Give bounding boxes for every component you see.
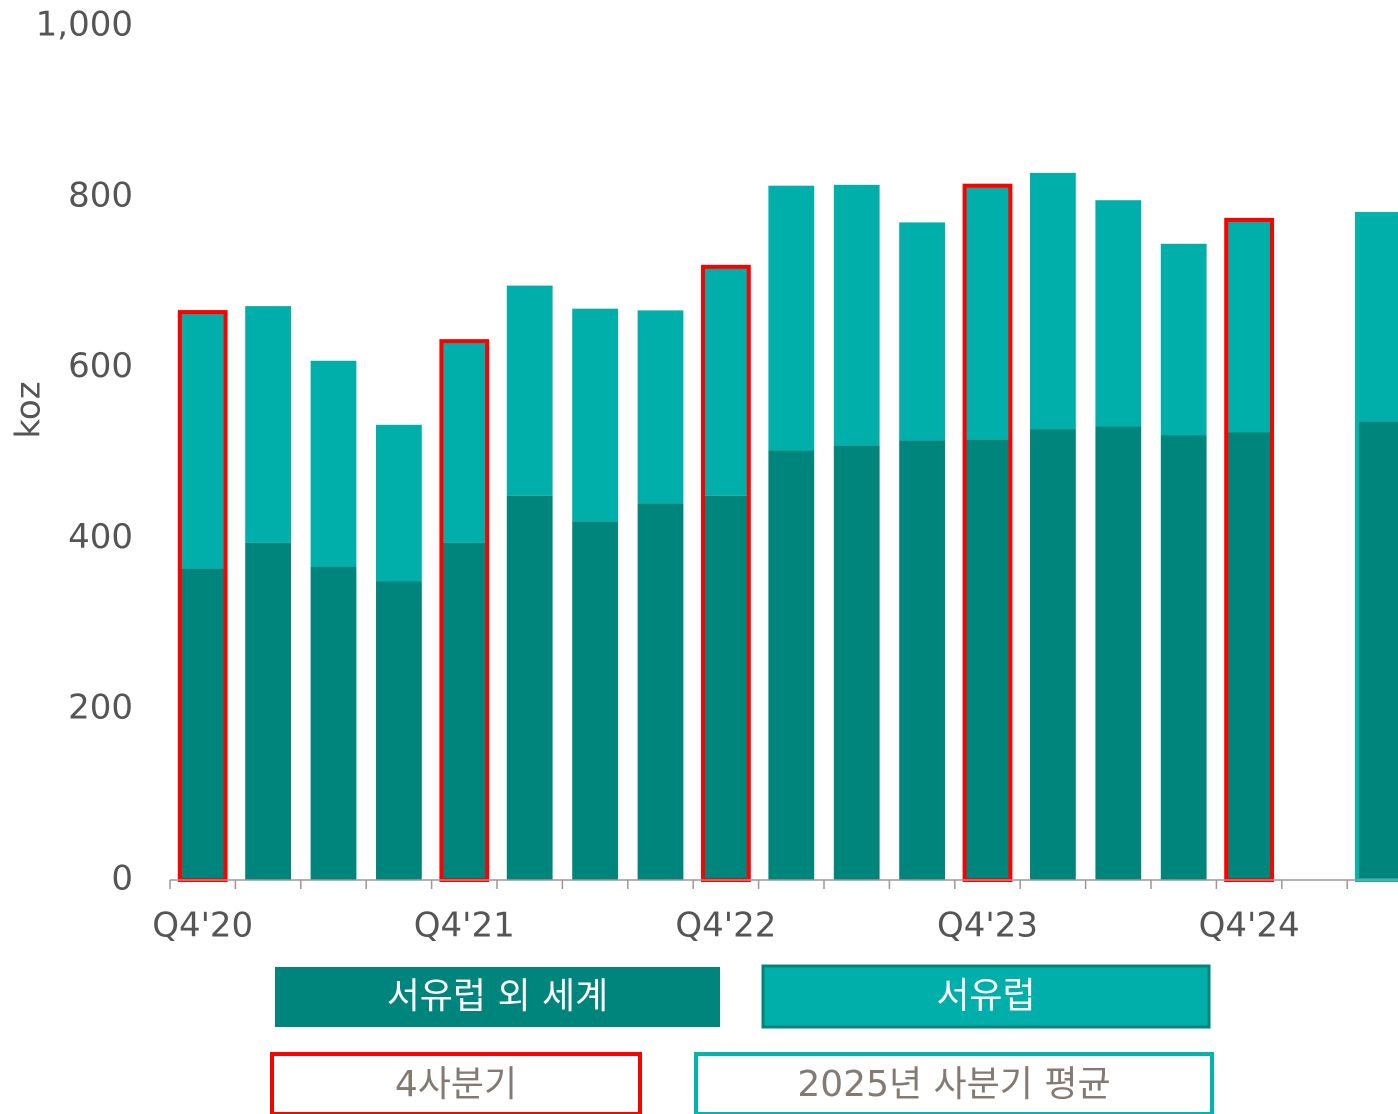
bar-segment — [833, 184, 880, 446]
y-axis-label: koz — [9, 381, 49, 438]
bar-segment — [768, 450, 815, 880]
bar-segment — [376, 581, 422, 880]
bar-segment — [899, 222, 945, 441]
bar-segment — [441, 542, 488, 880]
bar-segment — [506, 285, 553, 496]
bar-segment — [637, 503, 684, 880]
bar-segment — [1030, 429, 1076, 880]
bar-segment — [899, 440, 945, 880]
bar-segment — [1160, 243, 1207, 436]
x-tick-label: Q4'21 — [414, 906, 515, 946]
bar-segment — [1095, 200, 1142, 427]
legend-swatch — [694, 1052, 1214, 1114]
bar-segment — [376, 424, 422, 582]
bar-segment — [1357, 213, 1398, 422]
bar-segment — [1357, 421, 1398, 880]
y-tick-label: 600 — [68, 346, 133, 386]
legend-swatch — [270, 1052, 642, 1114]
bar-segment — [1095, 426, 1142, 880]
bar-segment — [637, 310, 684, 504]
legend-label: 서유럽 외 세계 — [387, 976, 609, 1017]
bar-segment — [964, 439, 1011, 880]
bar-segment — [310, 360, 357, 567]
bar-segment — [703, 495, 749, 880]
x-tick-label: Q4'23 — [937, 906, 1038, 946]
legend-label: 2025년 사분기 평균 — [797, 1064, 1110, 1105]
legend-label: 서유럽 — [936, 976, 1035, 1017]
bar-segment — [506, 495, 553, 880]
bar-segment — [310, 566, 357, 880]
y-tick-label: 400 — [68, 517, 133, 557]
bar-segment — [1226, 432, 1272, 880]
bar-segment — [245, 542, 291, 880]
bar-segment — [1030, 172, 1076, 430]
legend-swatch — [275, 967, 720, 1027]
bar-segment — [179, 568, 226, 880]
bar-segment — [179, 312, 226, 569]
y-tick-label: 800 — [68, 175, 133, 215]
bar-segment — [572, 521, 618, 880]
y-tick-label: 200 — [68, 688, 133, 728]
bar-segment — [833, 445, 880, 880]
bar-segment — [572, 308, 618, 522]
bar-segment — [441, 341, 488, 543]
bar-segment — [768, 185, 815, 451]
bar-segment — [1226, 219, 1272, 433]
bar-segment — [245, 306, 291, 543]
legend-label: 4사분기 — [395, 1064, 517, 1105]
legend-swatch — [761, 964, 1211, 1029]
y-tick-label: 0 — [111, 859, 133, 899]
x-tick-label: Q4'24 — [1199, 906, 1300, 946]
y-tick-label: 1,000 — [36, 5, 133, 45]
x-tick-label: Q4'22 — [675, 906, 776, 946]
bar-segment — [1160, 435, 1207, 880]
x-tick-label: Q4'20 — [152, 906, 253, 946]
bar-segment — [703, 266, 749, 496]
bar-segment — [964, 185, 1011, 440]
